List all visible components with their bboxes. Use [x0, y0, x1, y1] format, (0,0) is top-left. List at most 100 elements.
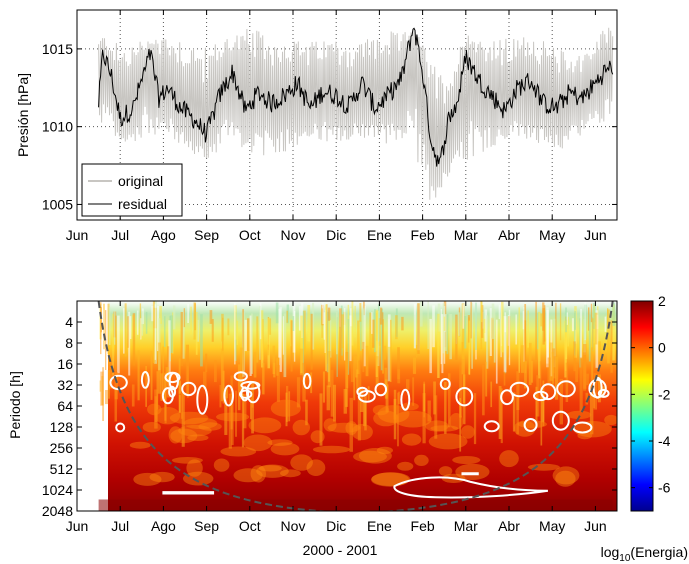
- wavelet-streak: [178, 358, 181, 413]
- wavelet-hotspot: [171, 457, 203, 464]
- wavelet-hotspot: [258, 465, 282, 472]
- colorbar: 2 0 -2 -4 -6 log10(Energia): [601, 293, 688, 564]
- significance-contour: [162, 491, 215, 495]
- wavelet-streak: [369, 312, 372, 353]
- wavelet-streak: [269, 318, 272, 335]
- wavelet-streak: [468, 320, 471, 375]
- pressure-xtick-label: Sep: [194, 227, 219, 243]
- wavelet-streak: [226, 386, 228, 399]
- wavelet-streak: [417, 303, 420, 354]
- wavelet-streak: [491, 303, 495, 339]
- wavelet-streak: [590, 303, 593, 323]
- wavelet-streak: [292, 316, 295, 331]
- wavelet-streak: [585, 392, 589, 405]
- wavelet-streak: [495, 319, 498, 384]
- wavelet-streak: [461, 303, 465, 359]
- wavelet-streak: [209, 310, 213, 324]
- significance-contour: [161, 387, 174, 405]
- wavelet-hotspot: [233, 468, 263, 483]
- colorbar-tick-label: -2: [658, 386, 671, 402]
- wavelet-streak: [251, 313, 253, 374]
- colorbar-tick-label: 2: [658, 293, 666, 309]
- wavelet-streak: [243, 394, 247, 429]
- colorbar-label: log10(Energia): [601, 544, 688, 564]
- wavelet-streak: [330, 320, 332, 358]
- wavelet-streak: [475, 302, 477, 350]
- wavelet-streak: [498, 304, 500, 320]
- wavelet-streak: [432, 305, 435, 348]
- wavelet-streak: [427, 301, 429, 349]
- wavelet-streak: [145, 311, 148, 334]
- wavelet-streak: [312, 302, 315, 350]
- wavelet-streak: [259, 302, 262, 340]
- wavelet-streak: [444, 314, 447, 351]
- wavelet-streak: [305, 399, 308, 426]
- significance-contour: [240, 386, 250, 402]
- wavelet-streak: [140, 318, 142, 340]
- pressure-plot-frame: [76, 9, 618, 221]
- wavelet-streak: [413, 303, 416, 349]
- wavelet-streak: [415, 345, 418, 358]
- wavelet-ytick-label: 256: [50, 440, 74, 456]
- wavelet-streak: [124, 303, 127, 357]
- wavelet-streak: [610, 320, 613, 373]
- wavelet-streak: [123, 308, 125, 354]
- wavelet-hotspot: [428, 433, 468, 450]
- significance-contour: [597, 388, 610, 398]
- colorbar-label-base: log: [601, 544, 620, 560]
- wavelet-streak: [115, 315, 117, 372]
- wavelet-streak: [462, 354, 465, 403]
- wavelet-streak: [200, 314, 203, 367]
- wavelet-streak: [538, 311, 541, 379]
- wavelet-streak: [423, 383, 426, 412]
- wavelet-streak: [242, 309, 244, 371]
- wavelet-streak: [522, 311, 525, 330]
- wavelet-streak: [591, 347, 594, 383]
- wavelet-streak: [203, 371, 207, 390]
- pressure-xtick-label: Ene: [367, 227, 392, 243]
- wavelet-streak: [503, 316, 507, 373]
- wavelet-streak: [536, 375, 540, 417]
- wavelet-streak: [170, 315, 173, 353]
- wavelet-streak: [397, 369, 401, 384]
- wavelet-streak: [321, 308, 323, 338]
- significance-contour: [239, 389, 253, 399]
- colorbar-tick-label: 0: [658, 340, 666, 356]
- wavelet-streak: [365, 345, 369, 377]
- wavelet-ytick-label: 512: [50, 461, 74, 477]
- wavelet-streak: [307, 305, 311, 342]
- wavelet-streak: [531, 360, 534, 383]
- wavelet-streak: [459, 364, 463, 418]
- pressure-ytick-label: 1005: [42, 196, 73, 212]
- pressure-xtick-label: Jun: [584, 227, 607, 243]
- significance-contour: [556, 380, 576, 398]
- wavelet-streak: [553, 318, 556, 368]
- wavelet-streak: [181, 393, 185, 447]
- wavelet-streak: [105, 390, 109, 405]
- wavelet-streak: [262, 363, 265, 395]
- colorbar-tick-label: -6: [658, 480, 671, 496]
- wavelet-hotspot: [290, 454, 313, 471]
- wavelet-hotspot: [129, 441, 151, 449]
- wavelet-ytick-label: 8: [65, 335, 73, 351]
- wavelet-streak: [412, 377, 415, 406]
- wavelet-streak: [462, 304, 465, 329]
- wavelet-streak: [574, 306, 577, 358]
- wavelet-streak: [224, 390, 228, 435]
- wavelet-hotspot: [567, 410, 592, 420]
- significance-contour: [181, 381, 197, 397]
- significance-contour: [115, 422, 126, 433]
- wavelet-streak: [114, 311, 116, 345]
- wavelet-ylabel: Periodo [h]: [7, 371, 23, 439]
- wavelet-hotspot: [552, 466, 580, 485]
- wavelet-hotspot: [306, 459, 326, 477]
- wavelet-streak: [267, 344, 270, 356]
- wavelet-xtick-label: Mar: [454, 518, 478, 534]
- wavelet-streak: [310, 313, 313, 370]
- wavelet-streak: [322, 371, 325, 403]
- wavelet-streak: [592, 303, 595, 329]
- wavelet-streak: [516, 371, 520, 410]
- significance-contour: [356, 386, 369, 397]
- wavelet-streak: [574, 312, 576, 356]
- wavelet-hotspot: [401, 402, 419, 411]
